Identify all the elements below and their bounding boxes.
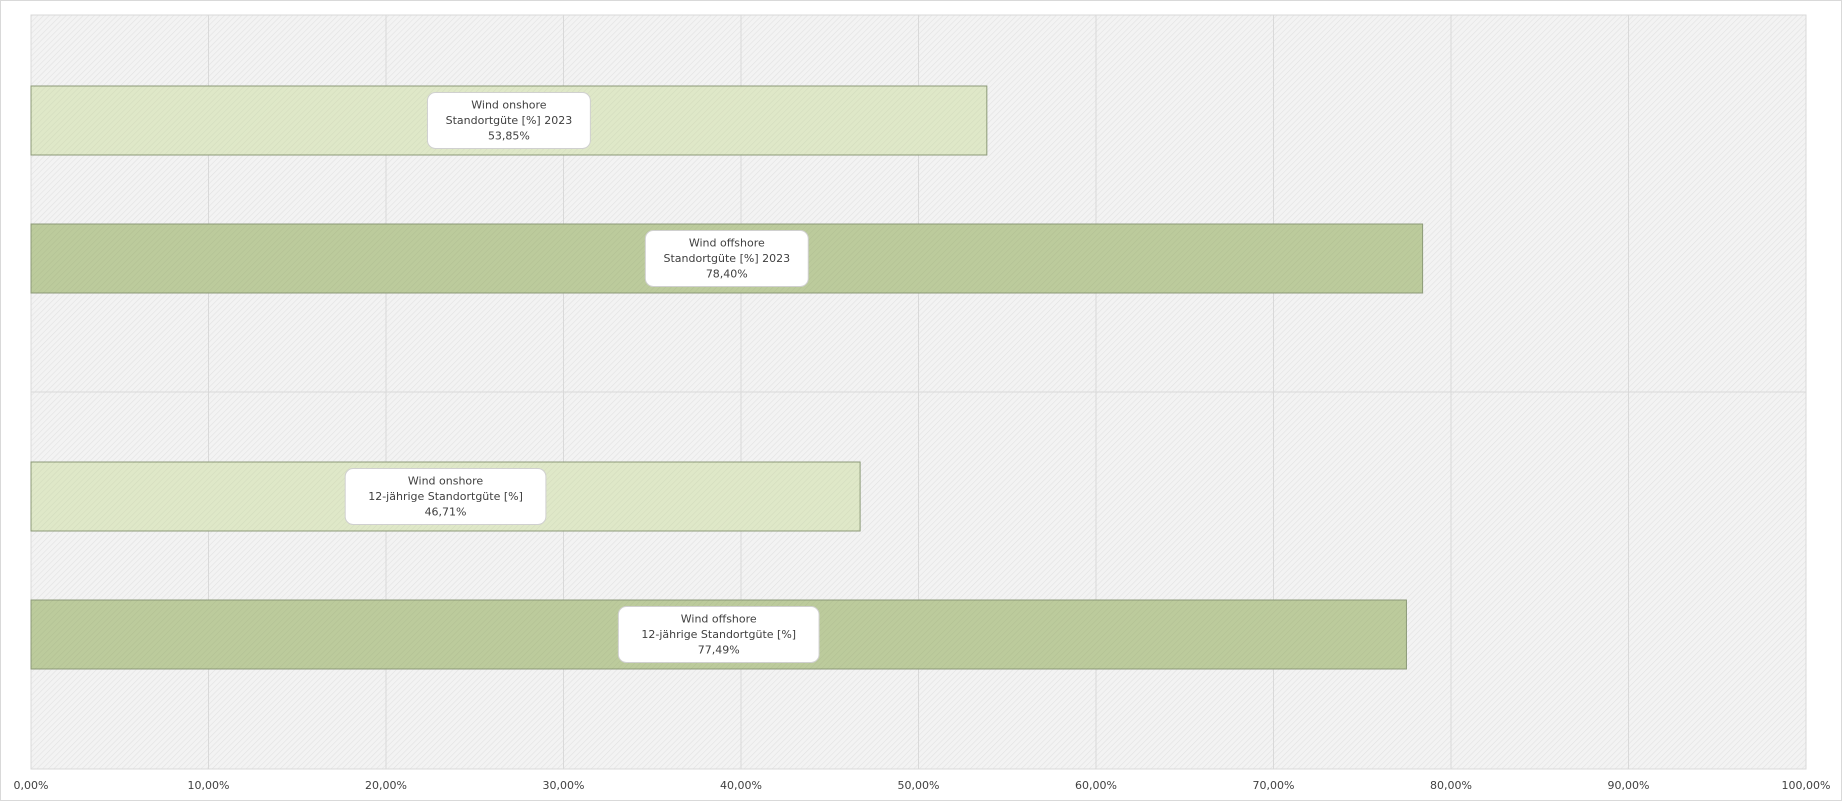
data-label-line: Standortgüte [%] 2023 (446, 114, 573, 127)
x-tick-label: 20,00% (365, 779, 407, 792)
x-tick-label: 30,00% (543, 779, 585, 792)
data-label-box (644, 230, 809, 287)
x-tick-label: 40,00% (720, 779, 762, 792)
data-label-line: Wind onshore (471, 99, 547, 112)
data-label-line: 12-jährige Standortgüte [%] (368, 490, 523, 503)
x-tick-label: 100,00% (1782, 779, 1831, 792)
x-tick-label: 50,00% (898, 779, 940, 792)
data-labels: Wind onshore Standortgüte [%] 2023 53,85% W… (344, 92, 820, 663)
data-label-line: 12-jährige Standortgüte [%] (641, 628, 796, 641)
x-tick-label: 10,00% (188, 779, 230, 792)
data-label-line: Wind onshore (408, 475, 484, 488)
x-axis-ticks: 0,00% 10,00% 20,00% 30,00% 40,00% 50,00% 60,00… (14, 779, 1831, 792)
data-label-line: Standortgüte [%] 2023 (663, 252, 790, 265)
data-label-box (344, 468, 547, 525)
data-label-line: 78,40% (706, 268, 748, 281)
x-tick-label: 0,00% (14, 779, 49, 792)
data-label-box (426, 92, 591, 149)
data-label-line: 77,49% (698, 644, 740, 657)
data-label-line: 46,71% (425, 506, 467, 519)
x-tick-label: 80,00% (1430, 779, 1472, 792)
data-label-line: Wind offshore (681, 613, 757, 626)
x-tick-label: 70,00% (1253, 779, 1295, 792)
data-label-line: 53,85% (488, 130, 530, 143)
data-label-box (617, 606, 820, 663)
x-tick-label: 90,00% (1608, 779, 1650, 792)
x-tick-label: 60,00% (1075, 779, 1117, 792)
data-label-line: Wind offshore (689, 237, 765, 250)
